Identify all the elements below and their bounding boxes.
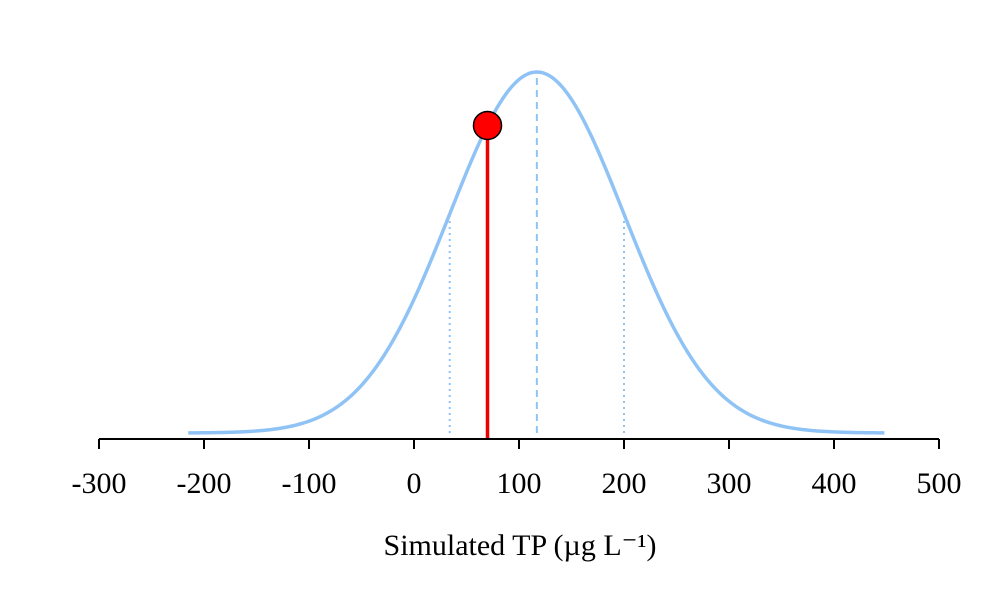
observed-value-point [472, 110, 503, 141]
x-tick-label: 100 [497, 467, 542, 500]
x-tick-label: 300 [707, 467, 752, 500]
x-axis-title: Simulated TP (µg L⁻¹) [384, 529, 657, 562]
reference-lines [448, 72, 625, 433]
x-tick-label: -300 [72, 467, 127, 500]
x-tick-label: -200 [177, 467, 232, 500]
x-tick-label: 0 [407, 467, 422, 500]
x-tick-label: -100 [282, 467, 337, 500]
density-curve [188, 70, 885, 435]
x-tick-label: 200 [602, 467, 647, 500]
x-tick-label: 500 [917, 467, 962, 500]
x-axis: -300 -200 -100 0 100 200 300 400 500 [72, 438, 962, 500]
x-tick-label: 400 [812, 467, 857, 500]
x-axis-ticks: -300 -200 -100 0 100 200 300 400 500 [72, 439, 962, 500]
